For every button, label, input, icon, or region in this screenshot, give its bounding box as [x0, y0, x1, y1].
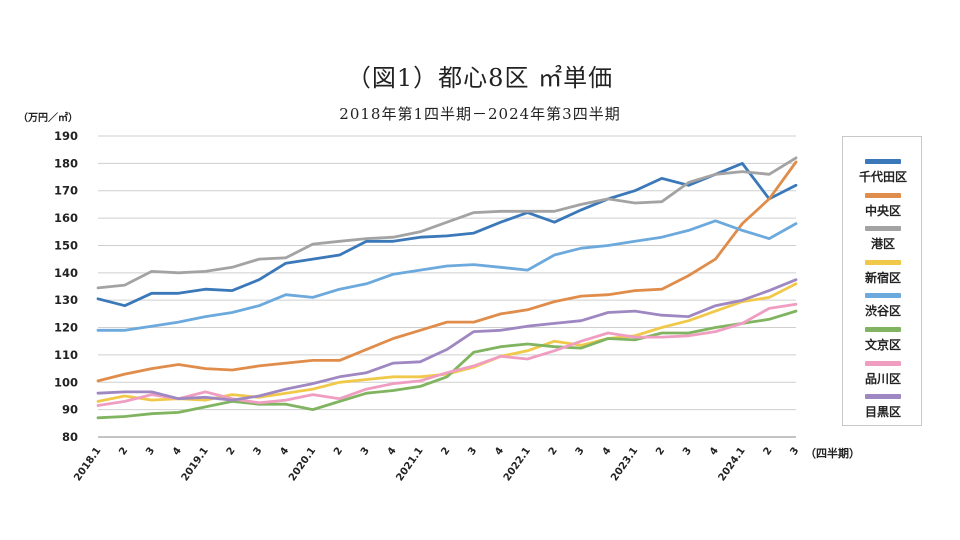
y-tick-label: 180	[54, 156, 78, 170]
x-tick-label: 2	[117, 445, 130, 457]
chart-title: （図1）都心8区 ㎡単価	[346, 64, 614, 92]
legend-label: 港区	[870, 237, 895, 252]
series-line	[96, 309, 798, 420]
y-tick-label: 110	[54, 348, 78, 362]
x-tick-label: 3	[144, 445, 157, 457]
legend-label: 新宿区	[864, 270, 901, 285]
y-tick-label: 130	[54, 293, 78, 307]
x-tick-label: 2018.1	[72, 445, 103, 483]
series-line	[96, 219, 798, 332]
series-line	[96, 278, 798, 402]
x-tick-label: 4	[171, 445, 184, 457]
series-line	[96, 302, 798, 407]
x-tick-label: 2	[547, 445, 560, 457]
legend-swatch	[865, 293, 901, 299]
x-tick-label: 3	[788, 445, 801, 457]
y-tick-label: 100	[54, 375, 78, 389]
x-tick-label: 4	[386, 445, 399, 457]
y-tick-label: 90	[62, 403, 78, 417]
x-tick-label: 2	[654, 445, 667, 457]
legend-swatch	[865, 360, 901, 366]
series-line	[96, 160, 798, 383]
legend-label: 文京区	[864, 338, 901, 352]
x-tick-label: 3	[681, 445, 694, 457]
x-tick-label: 2019.1	[180, 445, 211, 483]
x-tick-label: 3	[574, 445, 587, 457]
x-tick-label: 2020.1	[287, 445, 318, 483]
legend-label: 目黒区	[864, 405, 901, 420]
y-axis-label: （万円／㎡）	[18, 111, 78, 124]
legend-swatch	[865, 259, 901, 265]
x-tick-label: 2024.1	[717, 445, 748, 483]
x-tick-label: 4	[278, 445, 291, 457]
legend-swatch	[865, 192, 901, 198]
x-tick-label: 4	[708, 445, 721, 457]
legend-swatch	[865, 394, 901, 400]
y-tick-label: 170	[54, 184, 78, 198]
x-tick-label: 2	[439, 445, 452, 457]
x-tick-label: 3	[466, 445, 479, 457]
series-line	[96, 156, 798, 290]
x-tick-label: 3	[252, 445, 265, 457]
legend-label: 中央区	[864, 203, 901, 218]
y-tick-label: 150	[54, 238, 78, 252]
legend-label: 渋谷区	[864, 304, 901, 319]
y-tick-label: 140	[54, 266, 78, 280]
y-tick-label: 80	[62, 430, 78, 444]
legend-label: 品川区	[864, 371, 901, 386]
legend-label: 千代田区	[858, 170, 907, 184]
x-tick-label: 3	[359, 445, 372, 457]
chart-legend: 千代田区中央区港区新宿区渋谷区文京区品川区目黒区	[842, 136, 922, 426]
series-line	[96, 282, 798, 403]
legend-swatch	[865, 226, 901, 232]
x-tick-label: 4	[493, 445, 506, 457]
x-tick-label: 4	[601, 445, 614, 457]
y-tick-label: 190	[54, 129, 78, 143]
x-tick-label: 2	[225, 445, 238, 457]
x-axis-label: （四半期）	[805, 446, 860, 460]
y-tick-label: 120	[54, 321, 78, 335]
y-tick-label: 160	[54, 211, 78, 225]
chart-subtitle: 2018年第1四半期－2024年第3四半期	[339, 105, 621, 123]
x-tick-label: 2021.1	[394, 445, 425, 483]
x-tick-label: 2023.1	[609, 445, 640, 483]
x-tick-label: 2	[762, 445, 775, 457]
x-tick-label: 2	[332, 445, 345, 457]
legend-swatch	[865, 327, 901, 332]
x-tick-label: 2022.1	[502, 445, 533, 483]
legend-swatch	[865, 159, 901, 164]
series-line	[96, 161, 798, 308]
